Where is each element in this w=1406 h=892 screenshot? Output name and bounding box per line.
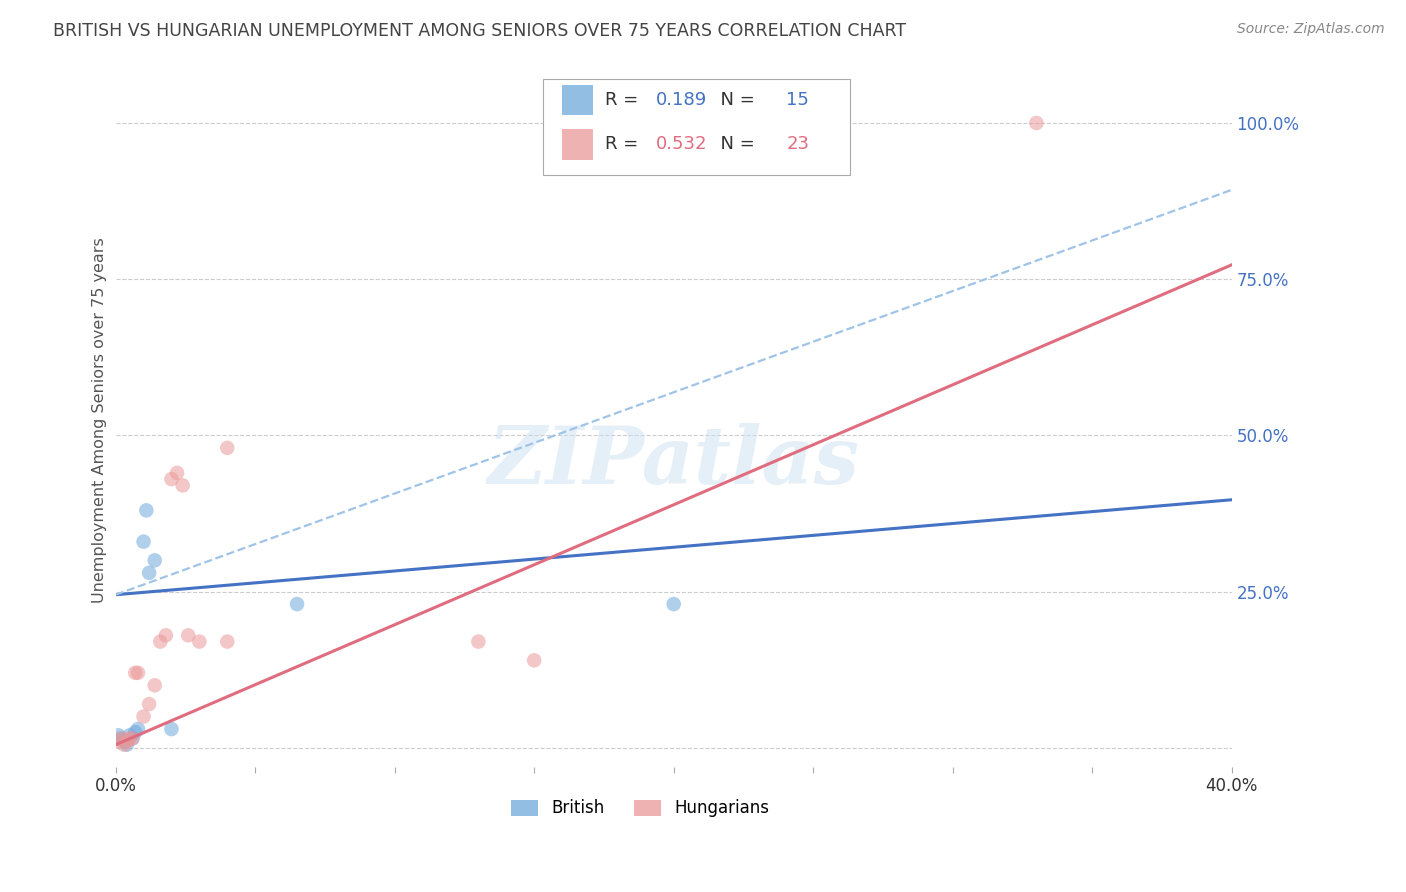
Text: 0.189: 0.189: [655, 91, 707, 109]
Text: 23: 23: [786, 136, 810, 153]
Point: [112, 738, 135, 752]
Point: [285, 597, 308, 611]
Point: [662, 597, 685, 611]
Point: [160, 722, 183, 736]
Text: ZIPatlas: ZIPatlas: [488, 423, 859, 500]
Point: [121, 731, 143, 746]
Point: [112, 734, 135, 748]
Point: [217, 634, 239, 648]
Point: [138, 566, 160, 580]
Point: [217, 441, 239, 455]
Point: [1025, 116, 1047, 130]
Text: N =: N =: [710, 136, 761, 153]
Point: [121, 731, 143, 746]
Point: [124, 725, 146, 739]
Point: [107, 734, 129, 748]
Point: [132, 709, 155, 723]
Point: [149, 634, 172, 648]
Point: [143, 678, 166, 692]
Legend: British, Hungarians: British, Hungarians: [505, 793, 776, 824]
Point: [188, 634, 211, 648]
Text: R =: R =: [605, 91, 644, 109]
Point: [118, 728, 141, 742]
Point: [160, 472, 183, 486]
Point: [138, 697, 160, 711]
Point: [172, 478, 194, 492]
FancyBboxPatch shape: [543, 79, 851, 175]
Point: [118, 731, 141, 746]
Y-axis label: Unemployment Among Seniors over 75 years: Unemployment Among Seniors over 75 years: [93, 237, 107, 603]
Point: [115, 738, 138, 752]
Text: Source: ZipAtlas.com: Source: ZipAtlas.com: [1237, 22, 1385, 37]
Text: BRITISH VS HUNGARIAN UNEMPLOYMENT AMONG SENIORS OVER 75 YEARS CORRELATION CHART: BRITISH VS HUNGARIAN UNEMPLOYMENT AMONG …: [53, 22, 907, 40]
Point: [127, 722, 149, 736]
Point: [155, 628, 177, 642]
Point: [115, 734, 138, 748]
Text: R =: R =: [605, 136, 644, 153]
Point: [132, 534, 155, 549]
Point: [124, 665, 146, 680]
Text: 15: 15: [786, 91, 810, 109]
FancyBboxPatch shape: [562, 85, 593, 115]
Point: [107, 728, 129, 742]
Text: 0.532: 0.532: [655, 136, 707, 153]
Point: [177, 628, 200, 642]
Point: [523, 653, 546, 667]
Point: [467, 634, 489, 648]
Text: N =: N =: [710, 91, 761, 109]
Point: [110, 731, 132, 746]
FancyBboxPatch shape: [562, 129, 593, 160]
Point: [135, 503, 157, 517]
Point: [166, 466, 188, 480]
Point: [110, 731, 132, 746]
Point: [127, 665, 149, 680]
Point: [143, 553, 166, 567]
